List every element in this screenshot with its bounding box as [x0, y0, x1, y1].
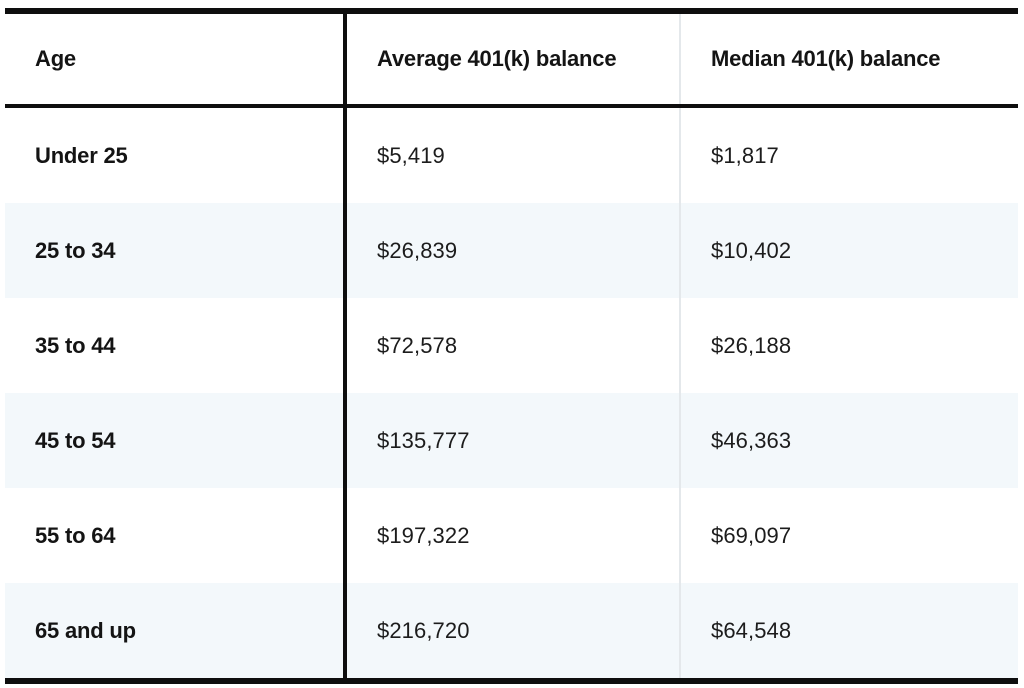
age-cell: 45 to 54: [5, 393, 347, 488]
401k-balance-table: Age Average 401(k) balance Median 401(k)…: [5, 14, 1018, 678]
column-header-average-balance: Average 401(k) balance: [345, 14, 680, 108]
column-header-age: Age: [5, 14, 347, 108]
average-balance-cell: $197,322: [377, 522, 470, 548]
median-balance-cell: $1,817: [679, 106, 1018, 203]
average-balance-cell: $135,777: [377, 427, 470, 453]
average-balance-cell: $26,839: [377, 237, 458, 263]
average-balance-cell: $216,720: [377, 617, 470, 643]
median-balance-cell: $46,363: [679, 393, 1018, 488]
table-row: Under 25 $5,419 $1,817: [5, 106, 1018, 203]
median-balance-cell: $10,402: [679, 203, 1018, 298]
median-balance-cell: $64,548: [679, 583, 1018, 678]
column-header-median-balance: Median 401(k) balance: [679, 14, 1018, 108]
table-row: 65 and up $216,720 $64,548: [5, 583, 1018, 678]
age-cell: 55 to 64: [5, 488, 347, 583]
table-row: 25 to 34 $26,839 $10,402: [5, 203, 1018, 298]
401k-balance-table-container: Age Average 401(k) balance Median 401(k)…: [5, 8, 1018, 684]
table-header: Age Average 401(k) balance Median 401(k)…: [5, 14, 1018, 108]
header-row: Age Average 401(k) balance Median 401(k)…: [5, 14, 1018, 108]
median-balance-cell: $69,097: [679, 488, 1018, 583]
age-cell: 35 to 44: [5, 298, 347, 393]
average-balance-cell: $72,578: [377, 332, 458, 358]
table-row: 35 to 44 $72,578 $26,188: [5, 298, 1018, 393]
table-row: 45 to 54 $135,777 $46,363: [5, 393, 1018, 488]
age-cell: Under 25: [5, 106, 347, 203]
age-cell: 25 to 34: [5, 203, 347, 298]
table-body: Under 25 $5,419 $1,817 25 to 34 $26,839 $10,4…: [5, 106, 1018, 678]
median-balance-cell: $26,188: [679, 298, 1018, 393]
age-cell: 65 and up: [5, 583, 347, 678]
average-balance-cell: $5,419: [377, 142, 445, 168]
table-row: 55 to 64 $197,322 $69,097: [5, 488, 1018, 583]
